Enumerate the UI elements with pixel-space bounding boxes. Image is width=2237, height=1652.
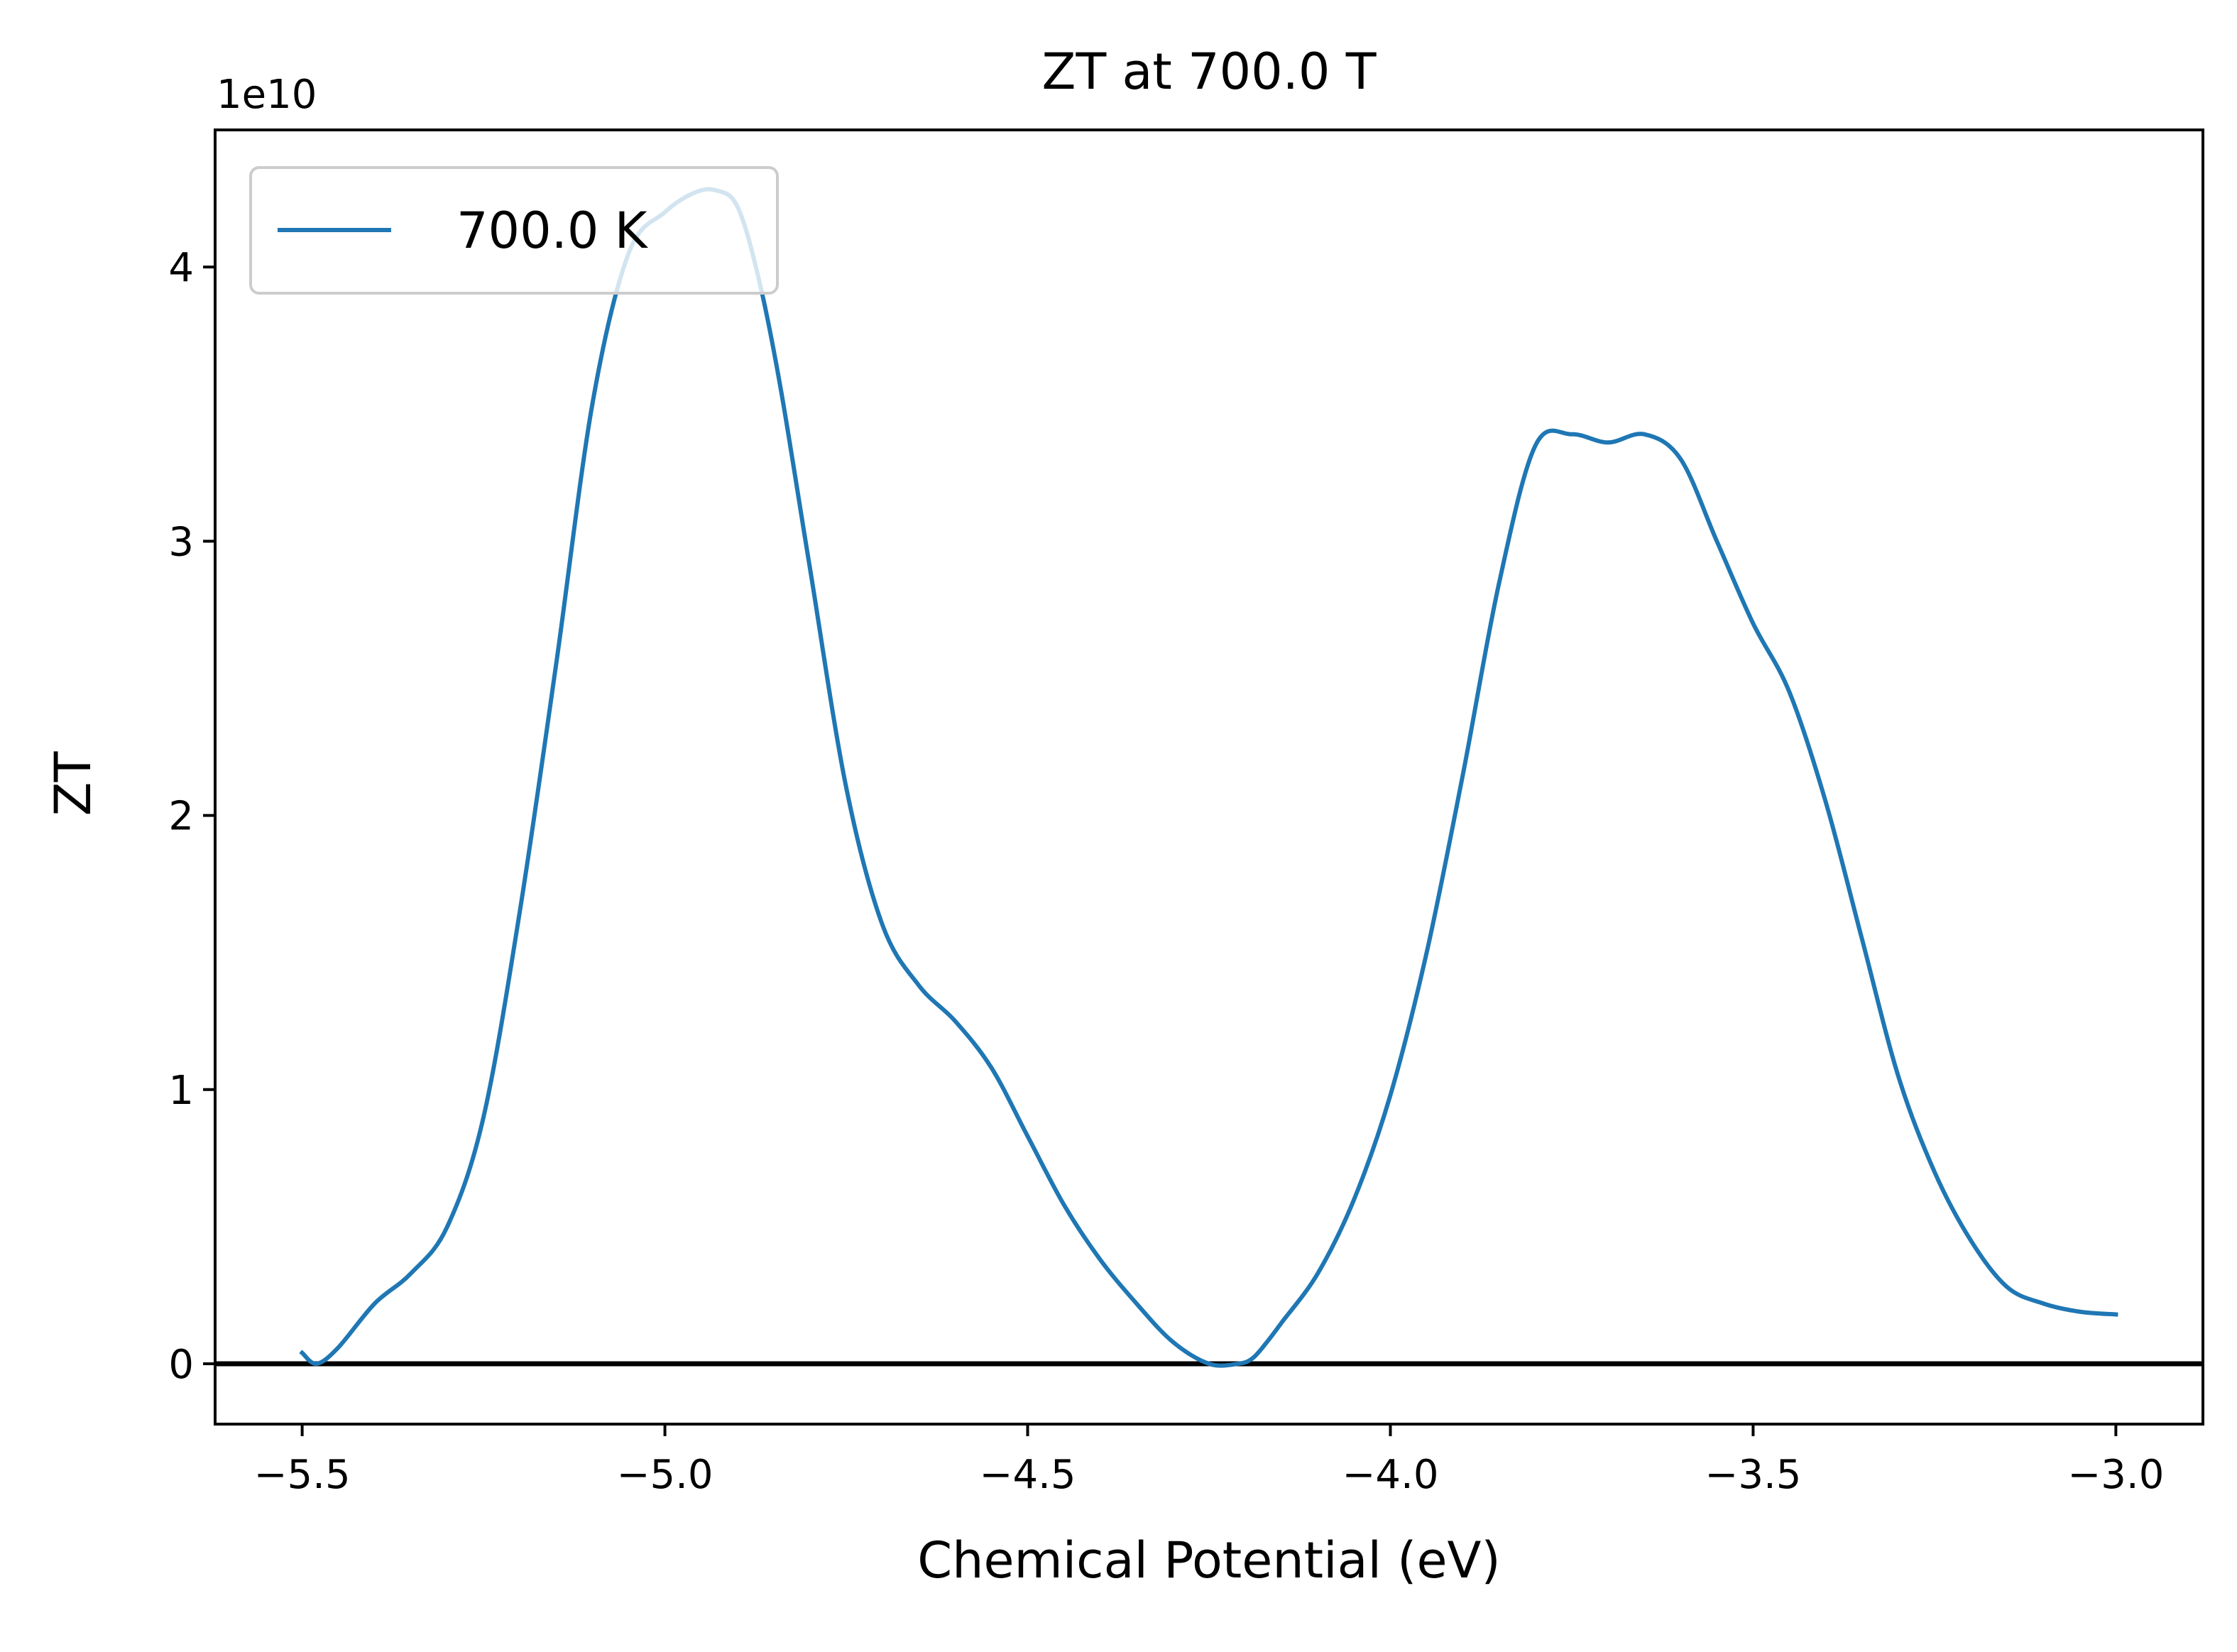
legend-label: 700.0 K <box>456 202 649 260</box>
x-tick-label: −4.0 <box>1342 1452 1438 1498</box>
y-tick-label: 2 <box>168 794 194 840</box>
x-tick-label: −4.5 <box>980 1452 1076 1498</box>
y-offset-label: 1e10 <box>217 72 317 118</box>
y-tick-label: 1 <box>168 1068 194 1114</box>
plot-area: −5.5 −5.0 −4.5 −4.0 −3.5 −3.0 0 1 2 3 4 700.0 K <box>168 128 2204 1498</box>
x-tick-label: −5.5 <box>254 1452 351 1498</box>
y-tick-label: 0 <box>168 1342 194 1388</box>
y-axis-label: ZT <box>44 751 102 816</box>
x-tick-label: −3.5 <box>1705 1452 1801 1498</box>
axes-frame <box>214 128 2204 1426</box>
y-tick-label: 4 <box>168 245 194 291</box>
series-line-0 <box>299 187 2118 1368</box>
legend-box <box>249 166 779 295</box>
x-axis-label: Chemical Potential (eV) <box>917 1531 1501 1590</box>
y-tick-label: 3 <box>168 519 194 565</box>
x-tick-label: −5.0 <box>617 1452 713 1498</box>
chart-title: ZT at 700.0 T <box>1042 43 1377 101</box>
x-tick-label: −3.0 <box>2067 1452 2164 1498</box>
